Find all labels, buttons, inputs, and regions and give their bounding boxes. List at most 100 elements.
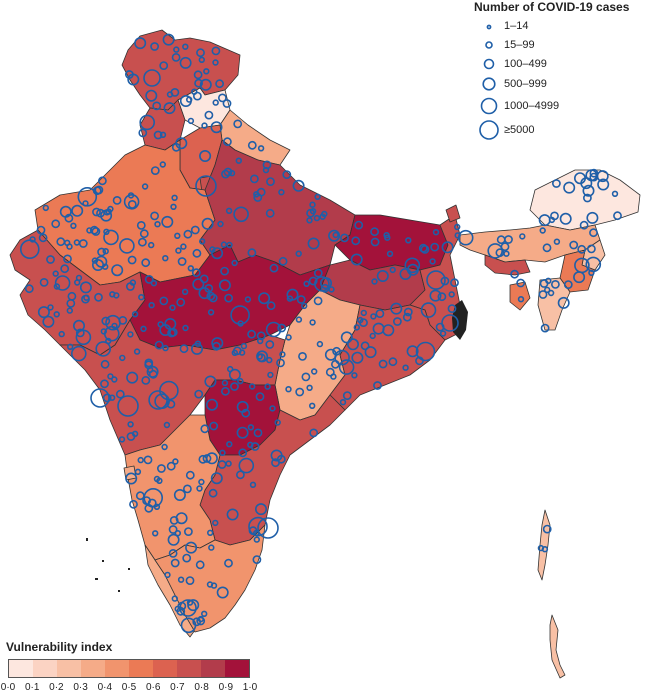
case-circle: [238, 448, 248, 458]
case-circle: [420, 244, 430, 254]
legend-circle-15-99: [485, 41, 493, 49]
case-circle: [164, 571, 171, 579]
case-circle: [134, 37, 147, 50]
case-circle: [373, 381, 382, 390]
case-circle: [342, 391, 352, 400]
case-circle: [181, 288, 189, 295]
case-circle: [148, 302, 155, 309]
case-circle: [350, 253, 363, 266]
scale-swatch: [225, 660, 249, 677]
case-circle: [517, 296, 525, 303]
legend-circle-5000-plus: [479, 120, 499, 140]
case-circle: [175, 247, 182, 254]
case-circle: [504, 235, 513, 244]
case-circle: [148, 390, 168, 410]
region-sikkim[interactable]: [445, 204, 461, 223]
case-circle: [51, 219, 61, 229]
case-circle: [141, 183, 149, 190]
case-circle: [102, 248, 109, 255]
case-circle: [137, 237, 147, 247]
case-circle: [153, 130, 163, 140]
case-circle: [217, 220, 224, 228]
case-circle: [227, 365, 234, 373]
case-circle: [105, 314, 121, 331]
case-circle: [163, 102, 176, 115]
region-tripura[interactable]: [509, 281, 531, 311]
region-mizoram[interactable]: [537, 277, 571, 331]
case-circle: [454, 223, 461, 231]
case-circle: [75, 328, 85, 338]
case-circle: [193, 70, 203, 80]
case-circle: [542, 243, 552, 253]
case-circle: [218, 279, 231, 292]
case-circle: [559, 212, 572, 225]
case-circle: [351, 236, 361, 246]
case-circle: [577, 244, 587, 254]
case-circle: [194, 78, 203, 88]
case-circle: [169, 516, 179, 525]
case-circle: [278, 256, 288, 266]
case-circle: [180, 243, 187, 250]
case-circle: [237, 320, 244, 327]
case-circle: [169, 304, 176, 311]
case-circle: [170, 558, 180, 568]
case-circle: [198, 56, 206, 63]
region-karnataka[interactable]: [124, 414, 221, 561]
case-circle: [54, 275, 71, 291]
case-circle: [296, 295, 306, 304]
case-circle: [351, 372, 358, 379]
scale-tick-label: 0·0: [0, 682, 16, 693]
case-circle: [277, 323, 287, 333]
case-circle: [285, 386, 292, 393]
case-circle: [429, 258, 436, 265]
scale-tick-label: 0·4: [97, 682, 113, 693]
case-circle: [226, 441, 233, 448]
case-circle: [249, 383, 256, 390]
case-circle: [154, 221, 161, 228]
case-circle: [92, 207, 101, 217]
case-circle: [220, 241, 228, 248]
case-circle: [111, 376, 118, 383]
case-circle: [538, 290, 548, 299]
case-circle: [255, 503, 268, 516]
case-circle: [127, 255, 137, 265]
case-circle: [314, 276, 330, 292]
region-andaman-nicobar[interactable]: [537, 509, 566, 679]
case-circle: [265, 340, 275, 349]
scale-tick-label: 0·6: [145, 682, 161, 693]
case-circle: [264, 383, 271, 390]
vulnerability-color-scale: [8, 659, 250, 678]
case-circle: [187, 265, 195, 272]
case-circle: [613, 211, 622, 221]
case-circle: [187, 599, 200, 612]
case-circle: [253, 428, 263, 438]
case-circle: [144, 358, 154, 368]
case-circle: [162, 33, 175, 46]
legend-item: 1–14: [478, 18, 643, 36]
case-circle: [306, 384, 313, 391]
case-circle: [60, 264, 70, 274]
case-circle: [183, 527, 193, 536]
case-circle: [167, 533, 180, 546]
case-circle: [66, 307, 74, 314]
case-circle: [360, 309, 367, 317]
case-circle: [611, 190, 619, 198]
case-circle: [119, 354, 126, 362]
case-circle: [545, 277, 552, 284]
case-circle: [563, 181, 576, 194]
region-meghalaya[interactable]: [484, 254, 531, 276]
case-circle: [176, 297, 186, 307]
case-circle: [129, 499, 138, 509]
case-circle: [201, 122, 208, 129]
case-circle: [586, 211, 599, 224]
case-circle: [185, 541, 198, 554]
case-circle: [253, 536, 260, 543]
case-circle: [95, 341, 111, 357]
case-circle: [67, 291, 77, 301]
case-circle: [162, 344, 169, 352]
case-circle: [375, 309, 385, 318]
case-circle: [24, 284, 34, 294]
case-circle: [364, 346, 377, 359]
legend-item: 100–499: [478, 56, 643, 74]
scale-swatch: [9, 660, 33, 677]
